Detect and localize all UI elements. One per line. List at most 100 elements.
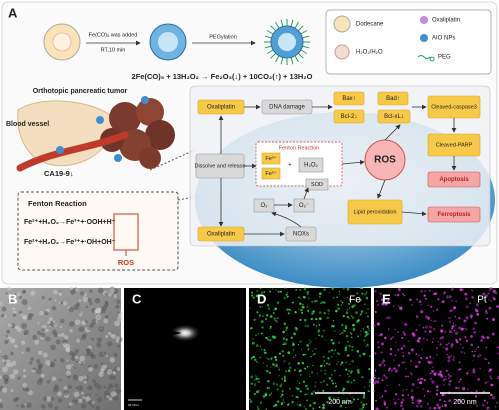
grain — [4, 339, 9, 345]
signal — [402, 322, 404, 324]
signal — [481, 335, 485, 339]
node-text: NOXs — [293, 232, 309, 238]
signal — [404, 322, 408, 327]
signal — [322, 329, 325, 332]
signal — [272, 312, 275, 314]
signal — [304, 353, 307, 356]
signal — [278, 374, 280, 377]
signal — [485, 358, 488, 361]
node-text: O₂⁻ — [299, 203, 309, 209]
signal — [415, 353, 418, 356]
signal — [337, 397, 340, 399]
grain — [79, 355, 86, 362]
signal — [389, 352, 392, 356]
grain — [58, 293, 62, 296]
signal — [302, 353, 305, 356]
signal — [447, 359, 451, 363]
panel-c-image — [124, 288, 246, 410]
signal — [401, 394, 404, 397]
signal — [411, 374, 413, 376]
signal — [266, 304, 270, 307]
peg-chain — [300, 30, 308, 35]
signal — [253, 379, 256, 381]
signal — [288, 308, 291, 311]
signal — [381, 302, 385, 306]
signal — [331, 287, 335, 290]
grain — [84, 320, 88, 324]
signal — [484, 309, 488, 313]
signal — [488, 375, 492, 378]
fe-map — [248, 286, 372, 410]
grain — [3, 354, 9, 360]
signal — [444, 375, 447, 378]
signal — [366, 325, 369, 328]
grain — [67, 406, 71, 409]
grain — [103, 318, 109, 324]
signal — [254, 358, 257, 360]
signal — [397, 288, 401, 291]
grain — [104, 292, 108, 296]
signal — [379, 396, 382, 399]
signal — [324, 365, 326, 367]
signal — [431, 369, 434, 373]
signal — [427, 304, 429, 307]
grain — [114, 295, 117, 299]
signal — [379, 292, 382, 296]
grain — [40, 332, 46, 338]
peg-chain — [297, 52, 304, 59]
signal — [248, 398, 251, 401]
signal — [365, 291, 368, 294]
signal — [252, 338, 255, 340]
signal — [332, 342, 335, 345]
grain — [47, 402, 54, 409]
signal — [266, 339, 269, 341]
signal — [261, 348, 263, 350]
signal — [292, 343, 295, 347]
signal — [298, 382, 301, 384]
signal — [393, 367, 396, 370]
signal — [304, 407, 308, 410]
signal — [268, 387, 271, 390]
signal — [344, 324, 348, 328]
signal — [341, 331, 344, 334]
grain — [40, 404, 46, 410]
grain — [98, 351, 105, 358]
signal — [261, 306, 264, 308]
signal — [322, 406, 325, 410]
signal — [395, 341, 397, 344]
fenton-title: Fenton Reaction — [28, 199, 87, 208]
grain — [15, 326, 18, 329]
signal — [253, 392, 257, 396]
signal — [292, 342, 295, 344]
grain — [63, 335, 69, 340]
signal — [347, 370, 350, 372]
signal — [282, 354, 285, 357]
grain — [103, 385, 107, 389]
grain — [6, 285, 12, 291]
signal — [475, 389, 478, 393]
signal — [284, 287, 286, 289]
signal — [478, 330, 481, 332]
signal — [375, 299, 379, 303]
signal — [391, 335, 395, 339]
signal — [294, 354, 297, 357]
signal — [452, 287, 454, 289]
signal — [391, 369, 393, 372]
signal — [491, 318, 495, 321]
grain — [77, 385, 83, 391]
signal — [425, 356, 428, 360]
grain — [114, 293, 117, 297]
grain — [0, 403, 4, 409]
signal — [275, 364, 279, 367]
grain — [60, 301, 63, 305]
grain — [10, 388, 14, 393]
signal — [331, 379, 333, 382]
signal — [289, 366, 292, 369]
signal — [389, 348, 393, 351]
grain — [93, 382, 99, 388]
signal — [251, 291, 254, 294]
signal — [394, 294, 397, 297]
np — [56, 146, 64, 154]
signal — [287, 295, 289, 298]
fenton-reaction: Fe²⁺+H₂O₂→Fe³⁺+·OH+OH⁻ — [24, 239, 116, 246]
